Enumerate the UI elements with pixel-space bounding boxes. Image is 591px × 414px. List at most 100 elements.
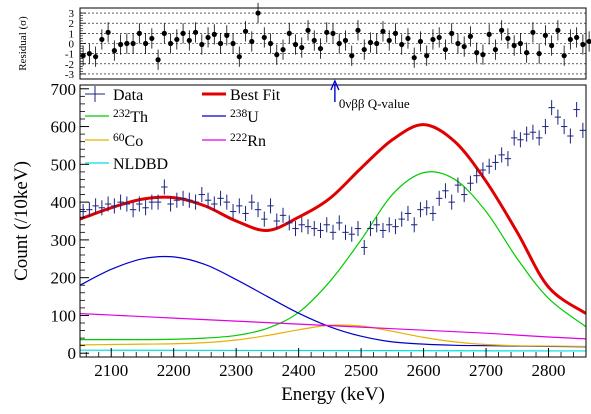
main-ytick-label: 700 [51,80,77,99]
residual-marker [374,40,380,47]
residual-marker [242,28,249,34]
residual-marker [367,39,374,46]
data-point [217,190,224,206]
residual-marker [336,40,342,47]
residual-marker [161,30,167,36]
residual-point [349,45,355,66]
residual-point [336,33,342,54]
residual-marker [405,35,411,42]
main-ytick-label: 200 [51,269,77,288]
residual-marker [174,36,180,43]
data-point [398,211,405,227]
residual-point [99,29,105,50]
legend-label-u: 238U [230,108,259,126]
residual-point [324,22,330,43]
residual-point [255,2,261,24]
residual-ytick-label: -3 [65,69,75,81]
data-point [248,194,255,210]
legend-item-u: 238U [202,108,259,126]
residual-point [130,33,136,54]
residual-point [586,31,591,52]
residual-point [549,35,555,56]
main-xtick-label: 2600 [407,361,441,380]
residual-marker [224,32,230,38]
data-point [267,198,274,214]
residual-point [467,26,474,47]
residual-point [292,34,299,55]
main-xtick-label: 2200 [157,361,191,380]
residual-marker [436,34,442,41]
residual-point [411,47,417,68]
residual-frame [79,7,587,80]
residual-marker [199,41,205,48]
residual-point [561,45,567,66]
legend-item-data: Data [85,86,143,104]
residual-marker [542,32,548,38]
data-point [492,154,499,170]
data-point [317,222,324,238]
residual-point [511,35,517,56]
residual-point [461,36,467,57]
residual-marker [411,55,417,61]
residual-marker [386,37,392,44]
residual-point [211,24,217,45]
data-point [467,175,474,191]
data-point [473,168,480,184]
residual-point [580,34,586,55]
data-point [423,200,430,216]
fit-curves [80,123,586,352]
data-point [498,147,505,163]
residual-marker [105,29,111,35]
main-ytick-label: 500 [51,155,77,174]
data-point [167,196,174,212]
residual-marker [524,50,530,56]
residual-point [186,30,192,51]
residual-point [505,28,511,49]
data-point [229,204,237,220]
residual-marker [217,40,224,47]
residual-point [499,20,505,41]
residual-marker [380,28,386,34]
residual-marker [442,46,449,53]
residual-marker [130,40,136,47]
data-point [510,130,518,146]
legend-item-fit: Best Fit [202,87,281,104]
y-axis-label: Count (/10keV) [11,161,32,281]
data-point [211,196,218,212]
residual-marker [324,29,330,35]
data-point [454,177,462,193]
residual-point [517,33,524,54]
best-fit-curve [80,123,586,315]
data-point [479,162,487,178]
data-point [329,224,337,240]
residual-point [224,25,230,46]
data-point [123,196,131,212]
residual-point [124,33,130,54]
residual-marker [549,42,555,49]
residual-marker [86,51,92,57]
data-points [80,100,586,255]
data-point [236,198,243,214]
residual-point [567,29,573,50]
legend-item-th: 232Th [85,108,148,126]
residual-marker [286,30,292,36]
residual-marker [305,27,311,33]
data-point [460,187,468,203]
data-point [342,224,349,240]
data-point [386,217,393,233]
data-point [298,217,305,233]
residual-ytick-label: 0 [69,39,75,51]
data-point [104,196,112,212]
data-point [142,200,149,216]
residual-point [330,23,336,44]
residual-point [180,23,186,44]
data-point [336,215,343,231]
residual-point [161,23,167,44]
residual-marker [536,51,542,57]
residual-ytick-label: 3 [69,8,75,20]
residual-marker [255,10,261,16]
residual-marker [580,41,586,48]
data-point [80,204,87,220]
residual-ytick-label: -2 [65,59,74,71]
